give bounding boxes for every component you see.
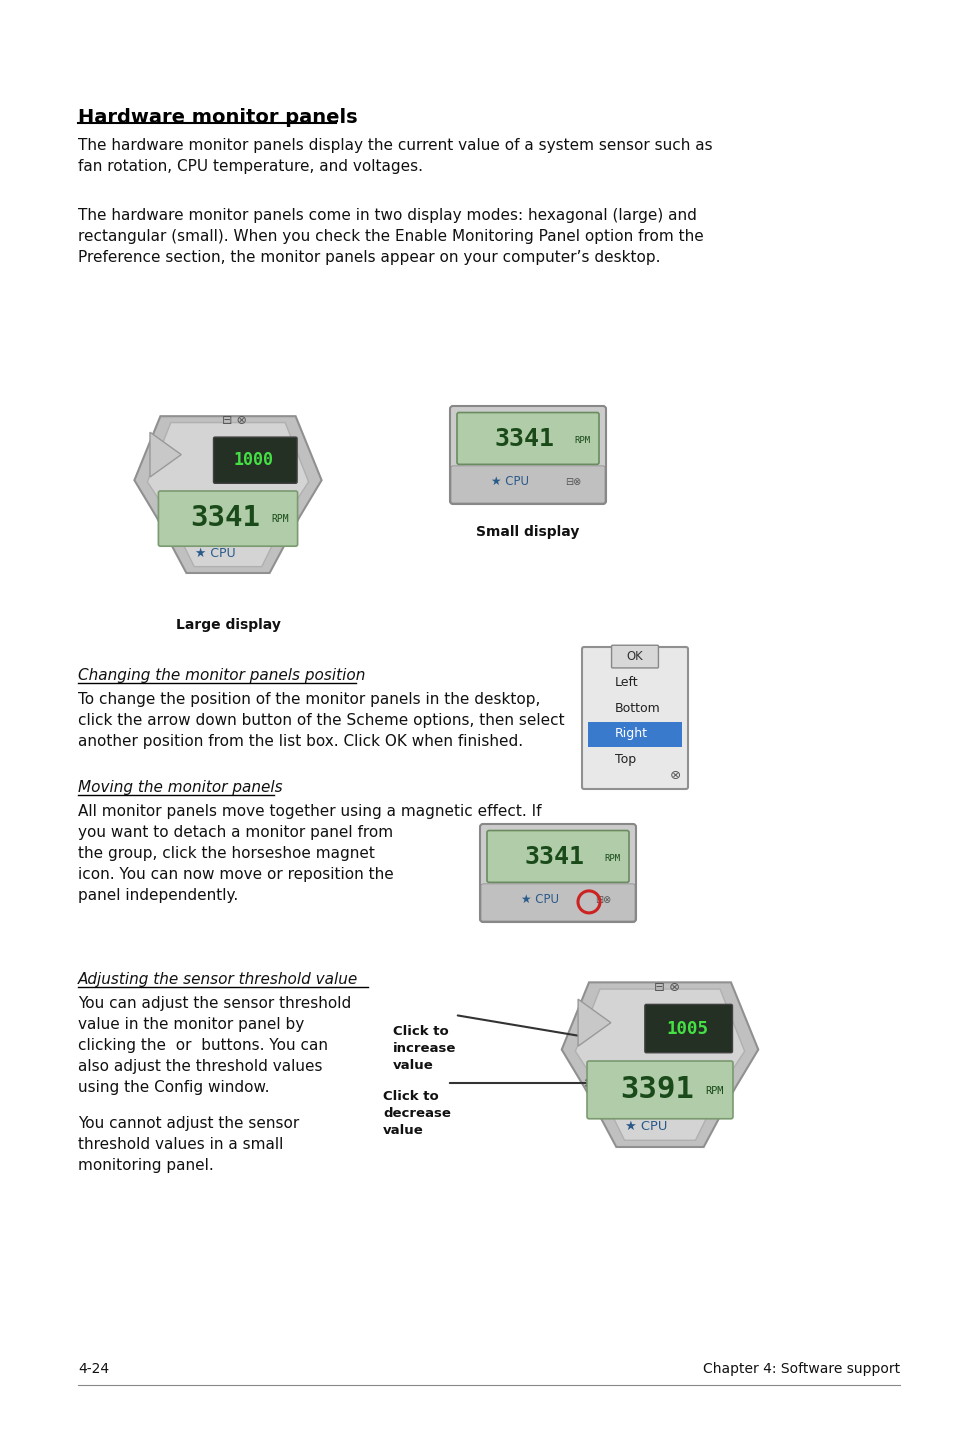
Text: Click to
decrease
value: Click to decrease value (382, 1090, 451, 1137)
Text: Right: Right (614, 728, 647, 741)
Polygon shape (150, 433, 181, 477)
FancyBboxPatch shape (479, 824, 636, 922)
FancyBboxPatch shape (486, 831, 628, 883)
Text: ★ CPU: ★ CPU (491, 475, 529, 487)
Text: To change the position of the monitor panels in the desktop,
click the arrow dow: To change the position of the monitor pa… (78, 692, 564, 749)
FancyBboxPatch shape (450, 406, 605, 503)
Text: ★ CPU: ★ CPU (520, 893, 558, 906)
FancyBboxPatch shape (586, 1061, 732, 1119)
Polygon shape (575, 989, 744, 1140)
Text: Small display: Small display (476, 525, 579, 539)
FancyBboxPatch shape (456, 413, 598, 464)
Text: RPM: RPM (574, 436, 590, 444)
Text: Chapter 4: Software support: Chapter 4: Software support (702, 1362, 899, 1376)
Text: 3341: 3341 (191, 503, 260, 532)
Polygon shape (578, 999, 610, 1047)
FancyBboxPatch shape (213, 437, 296, 483)
Text: 3391: 3391 (619, 1074, 694, 1103)
Polygon shape (134, 416, 321, 572)
Text: The hardware monitor panels display the current value of a system sensor such as: The hardware monitor panels display the … (78, 138, 712, 174)
Text: Bottom: Bottom (614, 702, 659, 715)
Text: Left: Left (614, 676, 638, 689)
Text: ★ CPU: ★ CPU (194, 546, 235, 559)
FancyBboxPatch shape (611, 646, 658, 667)
FancyBboxPatch shape (451, 466, 604, 503)
Text: 3341: 3341 (495, 427, 555, 452)
Text: Moving the monitor panels: Moving the monitor panels (78, 779, 282, 795)
FancyBboxPatch shape (158, 490, 297, 546)
Text: Adjusting the sensor threshold value: Adjusting the sensor threshold value (78, 972, 358, 986)
Text: ⊟⊗: ⊟⊗ (595, 894, 611, 905)
Text: All monitor panels move together using a magnetic effect. If
you want to detach : All monitor panels move together using a… (78, 804, 541, 903)
Text: Changing the monitor panels position: Changing the monitor panels position (78, 669, 365, 683)
Text: 1005: 1005 (665, 1020, 707, 1038)
Text: Large display: Large display (175, 618, 280, 631)
Text: 4-24: 4-24 (78, 1362, 109, 1376)
Text: ⊗: ⊗ (669, 769, 680, 782)
Text: RPM: RPM (271, 515, 289, 525)
Text: You can adjust the sensor threshold
value in the monitor panel by
clicking the  : You can adjust the sensor threshold valu… (78, 997, 351, 1094)
Text: 1000: 1000 (233, 452, 274, 469)
Text: The hardware monitor panels come in two display modes: hexagonal (large) and
rec: The hardware monitor panels come in two … (78, 209, 703, 265)
Text: ⊟ ⊗: ⊟ ⊗ (222, 414, 247, 427)
Text: OK: OK (626, 650, 642, 663)
Text: 3341: 3341 (524, 846, 584, 870)
Text: Click to
increase
value: Click to increase value (393, 1025, 456, 1071)
FancyBboxPatch shape (581, 647, 687, 789)
Text: ⊟⊗: ⊟⊗ (564, 477, 580, 487)
Text: You cannot adjust the sensor
threshold values in a small
monitoring panel.: You cannot adjust the sensor threshold v… (78, 1116, 299, 1173)
Text: RPM: RPM (704, 1086, 723, 1096)
Polygon shape (561, 982, 758, 1148)
Text: ⊟ ⊗: ⊟ ⊗ (653, 981, 679, 994)
Polygon shape (148, 423, 308, 567)
FancyBboxPatch shape (587, 722, 681, 746)
Text: Hardware monitor panels: Hardware monitor panels (78, 108, 357, 127)
FancyBboxPatch shape (644, 1004, 732, 1053)
Text: ★ CPU: ★ CPU (624, 1120, 667, 1133)
Text: RPM: RPM (603, 854, 619, 863)
Text: Top: Top (614, 754, 635, 766)
FancyBboxPatch shape (480, 884, 635, 920)
